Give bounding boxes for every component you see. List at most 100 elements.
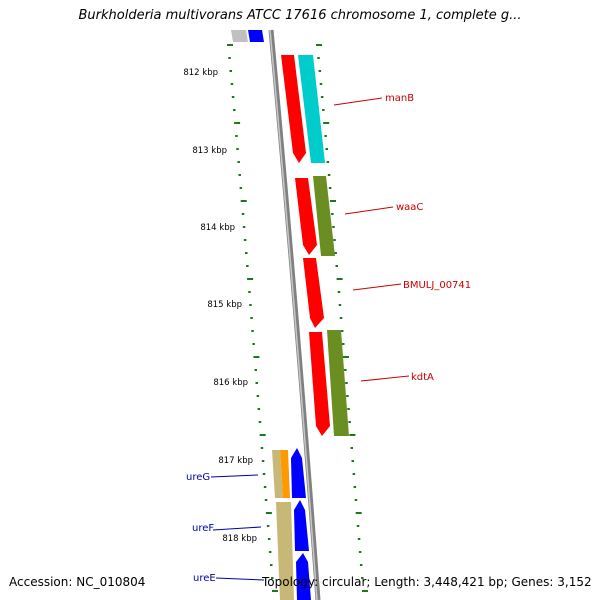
- scale-tick: [334, 252, 337, 254]
- scale-tick: [233, 109, 236, 111]
- scale-tick: [268, 551, 272, 553]
- gene-label-ureG[interactable]: ureG: [186, 472, 210, 483]
- feature-top-gray[interactable]: [231, 30, 248, 42]
- scale-tick: [265, 512, 272, 514]
- leader-line: [333, 97, 383, 106]
- scale-tick: [336, 278, 343, 280]
- forward-strand-features: [281, 55, 330, 436]
- scale-tick: [345, 382, 348, 384]
- scale-tick: [254, 369, 257, 371]
- feature-red-1[interactable]: [281, 55, 306, 163]
- scale-tick: [248, 291, 251, 293]
- chromosome-backbone-highlight: [269, 29, 318, 600]
- scale-tick: [352, 473, 356, 475]
- scale-tick: [354, 499, 358, 501]
- scale-ticks-left: [227, 44, 278, 592]
- scale-labels: 812 kbp 813 kbp 814 kbp 815 kbp 816 kbp …: [183, 68, 257, 544]
- scale-tick: [259, 434, 266, 436]
- scale-tick: [351, 460, 354, 462]
- scale-tick: [252, 343, 255, 345]
- scale-tick: [325, 148, 328, 150]
- scale-tick: [272, 590, 278, 592]
- scale-label: 816 kbp: [213, 378, 248, 388]
- scale-tick: [347, 408, 350, 410]
- scale-tick: [340, 330, 344, 332]
- accession-text: Accession: NC_010804: [9, 575, 146, 589]
- scale-tick: [327, 174, 331, 176]
- scale-tick: [253, 356, 260, 358]
- scale-tick: [332, 226, 335, 228]
- gene-label-kdtA[interactable]: kdtA: [411, 372, 434, 383]
- gene-label-ureF[interactable]: ureF: [192, 523, 214, 534]
- feature-red-4[interactable]: [309, 332, 330, 436]
- feature-orange[interactable]: [280, 450, 290, 498]
- scale-tick: [333, 239, 336, 241]
- topology-text: Topology: circular; Length: 3,448,421 bp…: [262, 575, 592, 589]
- scale-tick: [318, 70, 322, 72]
- scale-tick: [348, 421, 351, 423]
- leader-line: [344, 206, 394, 215]
- scale-tick: [355, 512, 362, 514]
- scale-tick: [264, 499, 268, 501]
- scale-tick: [240, 200, 247, 202]
- feature-khaki-2[interactable]: [276, 502, 294, 600]
- scale-tick: [331, 213, 334, 215]
- scale-tick: [256, 395, 260, 397]
- scale-tick: [227, 44, 233, 46]
- scale-tick: [228, 57, 231, 59]
- gene-label-ureE[interactable]: ureE: [193, 573, 216, 584]
- scale-tick: [266, 525, 270, 527]
- scale-tick: [326, 161, 330, 163]
- scale-tick: [349, 434, 356, 436]
- leader-line: [210, 474, 259, 478]
- scale-tick: [357, 538, 361, 540]
- scale-tick: [243, 239, 247, 241]
- feature-red-2[interactable]: [295, 178, 317, 255]
- scale-label: 817 kbp: [218, 456, 253, 466]
- scale-tick: [237, 161, 240, 163]
- scale-tick: [234, 122, 241, 124]
- scale-tick: [319, 83, 323, 85]
- scale-tick: [342, 343, 345, 345]
- scale-tick: [338, 304, 342, 306]
- scale-tick: [267, 538, 271, 540]
- scale-tick: [316, 44, 322, 46]
- scale-tick: [343, 356, 349, 358]
- feature-olive-1[interactable]: [313, 176, 335, 256]
- scale-label: 813 kbp: [192, 146, 227, 156]
- scale-tick: [258, 421, 262, 423]
- scale-tick: [245, 252, 248, 254]
- scale-tick: [229, 70, 232, 72]
- map-title: Burkholderia multivorans ATCC 17616 chro…: [78, 8, 522, 23]
- gene-labels-left: ureG ureF ureE: [186, 472, 265, 584]
- leader-line: [360, 375, 410, 382]
- scale-tick: [339, 317, 343, 319]
- leader-line: [212, 526, 262, 531]
- scale-tick: [353, 486, 357, 488]
- scale-tick: [337, 291, 341, 293]
- scale-tick: [231, 96, 235, 98]
- scale-tick: [255, 382, 258, 384]
- feature-blue-3[interactable]: [296, 553, 311, 600]
- scale-tick: [263, 486, 267, 488]
- scale-tick: [247, 278, 254, 280]
- feature-blue-2[interactable]: [294, 500, 309, 551]
- gene-label-BMULJ_00741[interactable]: BMULJ_00741: [403, 280, 471, 291]
- scale-tick: [356, 525, 360, 527]
- scale-tick: [235, 135, 238, 137]
- feature-blue-1[interactable]: [291, 448, 306, 498]
- scale-tick: [238, 174, 241, 176]
- feature-red-3[interactable]: [303, 258, 324, 328]
- scale-tick: [260, 447, 264, 449]
- scale-tick: [317, 57, 320, 59]
- scale-tick: [251, 330, 254, 332]
- gene-label-waaC[interactable]: waaC: [396, 202, 423, 213]
- gene-label-manB[interactable]: manB: [385, 93, 414, 104]
- feature-top-blue[interactable]: [248, 30, 264, 42]
- feature-olive-2[interactable]: [327, 330, 349, 436]
- scale-tick: [242, 226, 246, 228]
- feature-khaki-1[interactable]: [272, 450, 283, 498]
- feature-cyan[interactable]: [298, 55, 325, 163]
- scale-tick: [241, 213, 245, 215]
